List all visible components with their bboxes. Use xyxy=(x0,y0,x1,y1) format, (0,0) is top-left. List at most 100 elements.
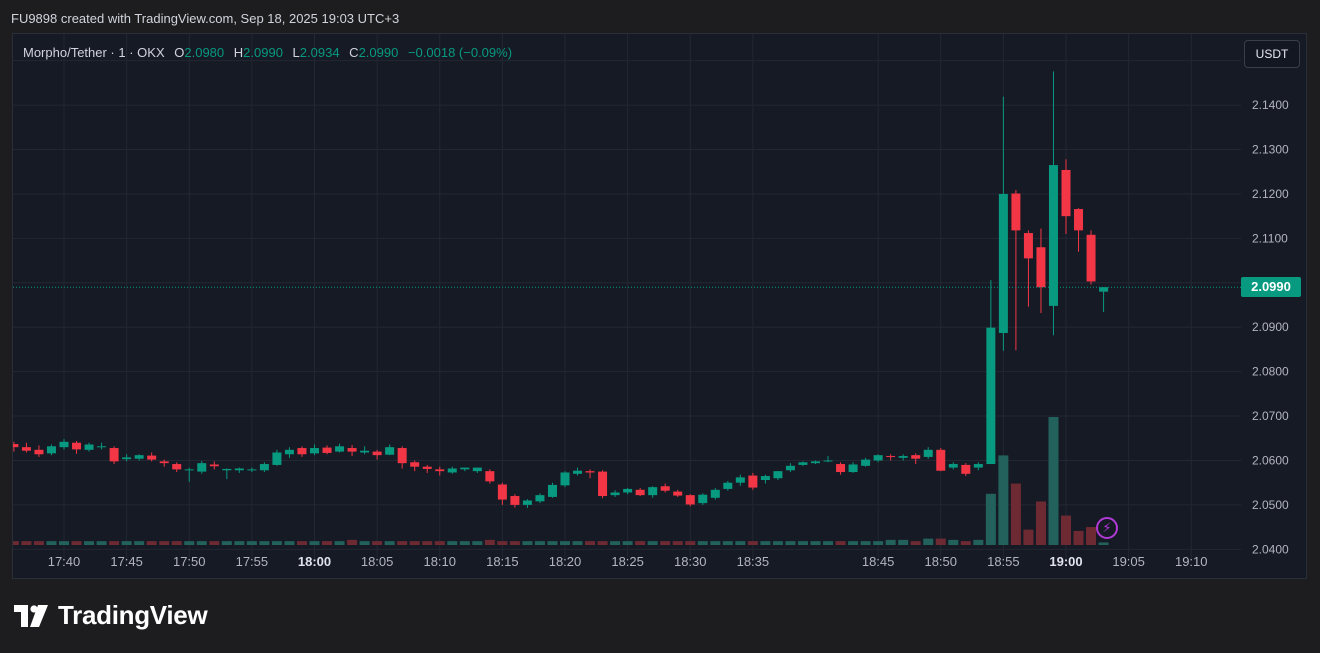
volume-bar xyxy=(171,541,182,545)
time-axis-label: 18:45 xyxy=(862,554,895,569)
volume-bars xyxy=(13,417,1109,545)
time-axis-label: 18:50 xyxy=(924,554,957,569)
time-axis-label: 17:50 xyxy=(173,554,206,569)
volume-bar xyxy=(59,541,69,545)
candle-body xyxy=(886,456,896,458)
candle-body xyxy=(335,446,345,452)
tradingview-logo[interactable]: TradingView xyxy=(14,600,208,631)
volume-bar xyxy=(422,541,433,545)
candle-body xyxy=(284,449,294,455)
candle-body xyxy=(911,455,921,459)
candle-body xyxy=(861,459,871,466)
volume-bar xyxy=(271,541,282,545)
candle-body xyxy=(585,471,595,473)
candle-body xyxy=(573,470,583,474)
price-axis-label: 2.0500 xyxy=(1252,498,1289,512)
candle-body xyxy=(948,464,958,468)
time-axis-label: 18:35 xyxy=(737,554,770,569)
volume-bar xyxy=(985,493,996,545)
candle-body xyxy=(685,495,695,505)
time-axis-label: 19:10 xyxy=(1175,554,1208,569)
price-axis-label: 2.1400 xyxy=(1252,98,1289,112)
price-axis-label: 2.0800 xyxy=(1252,365,1289,379)
volume-bar xyxy=(21,541,32,545)
candle-body xyxy=(623,488,633,493)
candle-body xyxy=(385,447,395,455)
volume-bar xyxy=(547,541,558,545)
volume-bar xyxy=(722,541,733,545)
candle-body xyxy=(422,466,432,469)
candle-body xyxy=(735,477,745,483)
volume-bar xyxy=(334,541,345,545)
lightning-icon[interactable]: ⚡ xyxy=(1096,517,1118,539)
candles xyxy=(13,71,1109,509)
candle-body xyxy=(535,495,545,502)
volume-bar xyxy=(309,541,320,545)
ohlc-legend: Morpho/Tether · 1 · OKX O2.0980 H2.0990 … xyxy=(23,45,512,60)
candle-body xyxy=(1061,169,1071,217)
candle-body xyxy=(522,500,532,505)
price-chart[interactable]: 2.04002.05002.06002.07002.08002.09002.10… xyxy=(13,34,1306,578)
volume-bar xyxy=(660,541,671,545)
volume-bar xyxy=(84,541,95,545)
candle-body xyxy=(723,482,733,489)
candle-body xyxy=(785,465,795,471)
volume-bar xyxy=(785,541,796,545)
volume-bar xyxy=(184,541,195,545)
volume-bar xyxy=(848,541,859,545)
candle-body xyxy=(873,455,883,461)
tradingview-logo-icon xyxy=(14,604,48,627)
candle-body xyxy=(1074,209,1084,231)
candle-body xyxy=(1099,287,1109,292)
candle-body xyxy=(234,468,244,471)
volume-bar xyxy=(296,541,307,545)
volume-bar xyxy=(1086,527,1097,545)
currency-button[interactable]: USDT xyxy=(1244,40,1300,68)
candle-body xyxy=(310,448,319,454)
candle-body xyxy=(447,468,457,473)
tradingview-logo-text: TradingView xyxy=(58,600,208,630)
candle-body xyxy=(510,496,520,505)
candle-body xyxy=(497,484,507,500)
volume-bar xyxy=(13,541,19,545)
candle-body xyxy=(560,472,570,486)
volume-bar xyxy=(860,541,871,545)
volume-bar xyxy=(873,541,884,545)
price-axis-label: 2.0600 xyxy=(1252,453,1289,467)
volume-bar xyxy=(772,541,783,545)
high-label: H xyxy=(233,45,244,60)
volume-bar xyxy=(760,541,771,545)
chart-background xyxy=(13,34,1306,578)
change-value: −0.0018 (−0.09%) xyxy=(407,45,513,60)
candle-body xyxy=(172,464,182,470)
volume-bar xyxy=(685,541,696,545)
chart-pane[interactable]: 2.04002.05002.06002.07002.08002.09002.10… xyxy=(12,33,1307,579)
candle-body xyxy=(97,446,107,448)
low-value: 2.0934 xyxy=(299,45,340,60)
candle-body xyxy=(347,448,357,452)
candle-body xyxy=(710,489,720,498)
last-price-badge: 2.0990 xyxy=(1241,277,1301,298)
volume-bar xyxy=(1023,529,1034,545)
symbol-label[interactable]: Morpho/Tether · 1 · OKX xyxy=(23,45,165,60)
candle-body xyxy=(798,462,808,465)
volume-bar xyxy=(1010,483,1021,545)
volume-bar xyxy=(710,541,721,545)
volume-bar xyxy=(534,541,545,545)
volume-bar xyxy=(109,541,120,545)
volume-bar xyxy=(96,541,107,545)
volume-bar xyxy=(221,541,232,545)
candle-body xyxy=(1036,247,1046,288)
time-axis-label: 18:00 xyxy=(298,554,331,569)
time-axis-label: 19:05 xyxy=(1112,554,1145,569)
volume-bar xyxy=(246,541,257,545)
candle-body xyxy=(159,461,169,464)
time-axis-label: 17:55 xyxy=(236,554,269,569)
candle-body xyxy=(435,469,445,472)
candle-body xyxy=(259,464,269,471)
volume-bar xyxy=(1098,542,1109,545)
candle-body xyxy=(848,464,858,473)
volume-bar xyxy=(823,541,834,545)
candle-body xyxy=(46,446,56,454)
candle-body xyxy=(21,447,31,451)
